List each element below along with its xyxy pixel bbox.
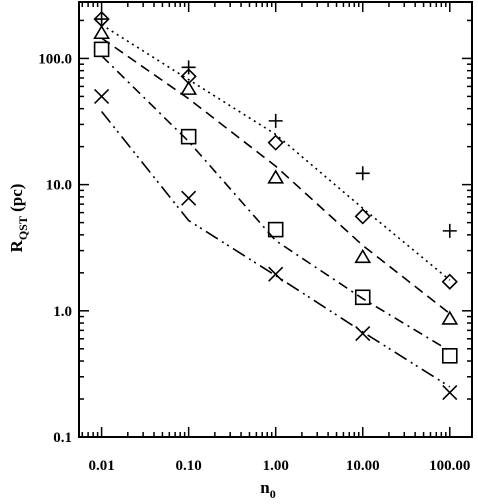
square-marker: [180, 128, 197, 145]
series-line-dotted: [101, 24, 451, 281]
triangle-marker: [441, 310, 459, 325]
diamond-marker: [267, 134, 284, 151]
cross-marker: [181, 190, 197, 206]
plus-marker: [442, 223, 457, 238]
plus-marker: [268, 113, 283, 128]
x-tick-label: 1.00: [263, 458, 289, 474]
x-tick-label: 10.00: [346, 458, 380, 474]
series-line-dash-dot: [101, 55, 451, 352]
square-marker: [354, 289, 371, 306]
y-tick-label: 100.0: [38, 51, 72, 67]
square-marker: [267, 221, 284, 238]
plus-marker: [94, 12, 109, 27]
x-axis-label: n0: [260, 478, 275, 501]
series-lines: [100, 24, 451, 388]
y-tick-label: 0.1: [53, 430, 72, 446]
x-tick-label: 0.01: [88, 458, 114, 474]
diamond-marker: [354, 208, 371, 225]
y-tick-label: 1.0: [53, 304, 72, 320]
plus-marker: [355, 166, 370, 181]
square-marker: [441, 348, 458, 364]
cross-marker: [355, 326, 371, 342]
triangle-marker: [267, 169, 285, 184]
series-markers: [93, 10, 459, 401]
x-tick-label: 0.10: [176, 458, 202, 474]
diamond-marker: [441, 273, 458, 290]
square-marker: [93, 41, 110, 58]
plot-area: 0.01 0.10 1.00 10.00 100.00 0.1 1.0 10.0 100.0: [38, 1, 473, 474]
series-line-dashed: [101, 37, 451, 315]
cross-marker: [442, 384, 458, 401]
plus-marker: [181, 60, 196, 75]
triangle-marker: [93, 24, 110, 40]
plot-frame: [78, 1, 473, 438]
y-tick-label: 10.0: [46, 178, 72, 194]
triangle-marker: [180, 80, 198, 95]
series-line-dash-dot-dot: [100, 111, 451, 388]
y-axis-label: RQST (pc): [7, 184, 30, 253]
triangle-marker: [354, 248, 372, 264]
cross-marker: [94, 88, 110, 104]
axis-ticks: 0.01 0.10 1.00 10.00 100.00 0.1 1.0 10.0 100.0: [38, 2, 472, 474]
x-tick-label: 100.00: [429, 458, 470, 474]
cross-marker: [268, 266, 284, 282]
